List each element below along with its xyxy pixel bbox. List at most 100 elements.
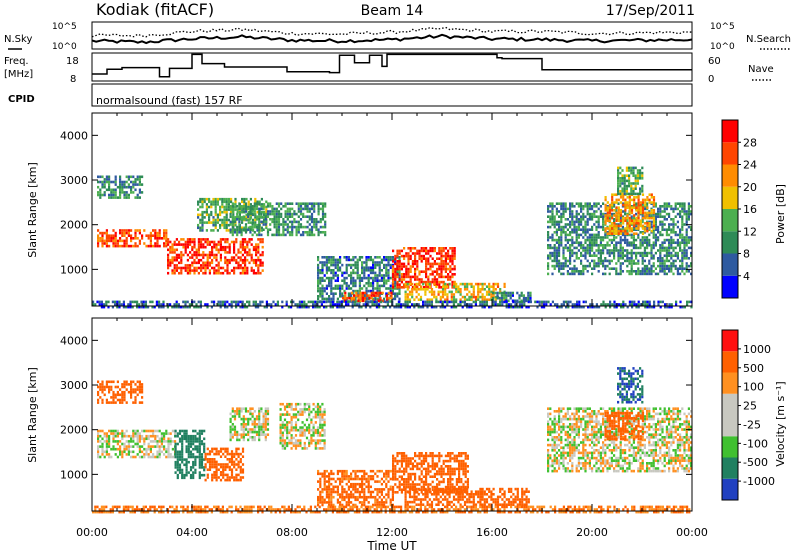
power-cell <box>591 241 594 244</box>
power-cell <box>212 216 215 219</box>
power-cell <box>331 303 334 306</box>
power-cell <box>315 218 318 221</box>
power-cell <box>219 300 222 304</box>
power-cell <box>670 205 673 208</box>
power-cell <box>158 229 161 232</box>
velocity-cell <box>138 437 141 441</box>
velocity-cell <box>108 445 111 448</box>
power-cell <box>687 270 690 273</box>
power-cell <box>120 303 123 306</box>
power-cell <box>560 305 563 309</box>
power-cell <box>241 210 244 214</box>
power-cell <box>451 260 454 263</box>
power-cell <box>643 207 646 211</box>
power-cell <box>298 300 301 304</box>
power-cell <box>457 285 460 288</box>
power-cell <box>254 200 257 204</box>
power-cell <box>599 251 602 255</box>
velocity-cell <box>176 432 179 435</box>
velocity-cell <box>194 445 197 448</box>
power-cell <box>648 272 651 276</box>
power-cell <box>186 300 189 304</box>
power-cell <box>569 202 572 205</box>
power-cell <box>518 294 521 297</box>
velocity-cell <box>181 447 184 451</box>
velocity-cell <box>203 473 206 477</box>
power-cell <box>315 202 318 205</box>
power-cell <box>255 205 259 208</box>
power-cell <box>615 262 618 265</box>
power-cell <box>345 282 348 285</box>
power-cell <box>595 205 598 208</box>
velocity-cell <box>217 463 220 466</box>
power-cell <box>547 246 550 250</box>
power-cell <box>575 210 578 213</box>
power-cell <box>446 298 449 301</box>
power-cell <box>414 273 417 276</box>
velocity-cell <box>108 434 111 438</box>
power-cell <box>586 218 589 221</box>
power-cell <box>184 266 187 270</box>
velocity-cell <box>226 450 229 453</box>
power-cell <box>631 305 634 309</box>
power-cell <box>477 288 480 291</box>
power-cell <box>571 254 574 257</box>
power-cell <box>236 212 239 216</box>
power-cell <box>134 180 137 184</box>
velocity-cell <box>99 440 102 443</box>
power-cell <box>158 244 161 248</box>
power-cell <box>375 300 378 304</box>
power-cell <box>608 232 612 235</box>
power-cell <box>646 238 649 242</box>
power-cell <box>394 262 397 266</box>
power-cell <box>593 238 596 242</box>
power-cell <box>110 188 113 192</box>
power-cell <box>212 197 215 201</box>
power-cell <box>624 236 627 239</box>
power-cell <box>661 267 664 270</box>
power-cell <box>597 202 600 205</box>
power-cell <box>163 244 166 248</box>
power-cell <box>370 294 373 297</box>
power-cell <box>406 285 409 288</box>
power-cell <box>171 305 174 309</box>
velocity-cell <box>127 434 130 438</box>
power-cell <box>427 262 430 266</box>
power-cell <box>492 300 495 304</box>
power-cell <box>317 231 320 234</box>
power-cell <box>577 225 580 229</box>
power-cell <box>125 239 128 243</box>
power-cell <box>436 273 439 276</box>
power-cell <box>158 237 161 240</box>
power-cell <box>653 305 656 309</box>
power-cell <box>644 211 647 215</box>
power-cell <box>221 300 224 304</box>
power-cell <box>317 274 320 277</box>
velocity-cell <box>116 447 119 451</box>
power-cell <box>222 271 225 275</box>
power-cell <box>634 177 637 180</box>
power-cell <box>306 220 309 224</box>
power-cell <box>626 254 629 257</box>
velocity-cell <box>158 455 161 459</box>
power-cell <box>436 262 439 266</box>
velocity-cell <box>241 450 245 453</box>
velocity-cell <box>154 440 157 443</box>
power-cell <box>637 214 640 217</box>
power-cell <box>332 256 335 259</box>
power-cell <box>127 193 130 197</box>
power-cell <box>119 183 122 186</box>
power-cell <box>562 231 565 234</box>
power-cell <box>652 241 655 244</box>
power-cell <box>396 275 399 279</box>
power-cell <box>282 223 285 226</box>
power-cell <box>582 246 585 250</box>
power-cell <box>580 215 583 218</box>
power-cell <box>302 212 305 216</box>
power-cell <box>575 228 578 231</box>
power-cell <box>328 276 331 280</box>
power-cell <box>652 219 656 222</box>
power-cell <box>586 231 589 234</box>
power-cell <box>641 254 644 257</box>
power-cell <box>383 258 386 262</box>
